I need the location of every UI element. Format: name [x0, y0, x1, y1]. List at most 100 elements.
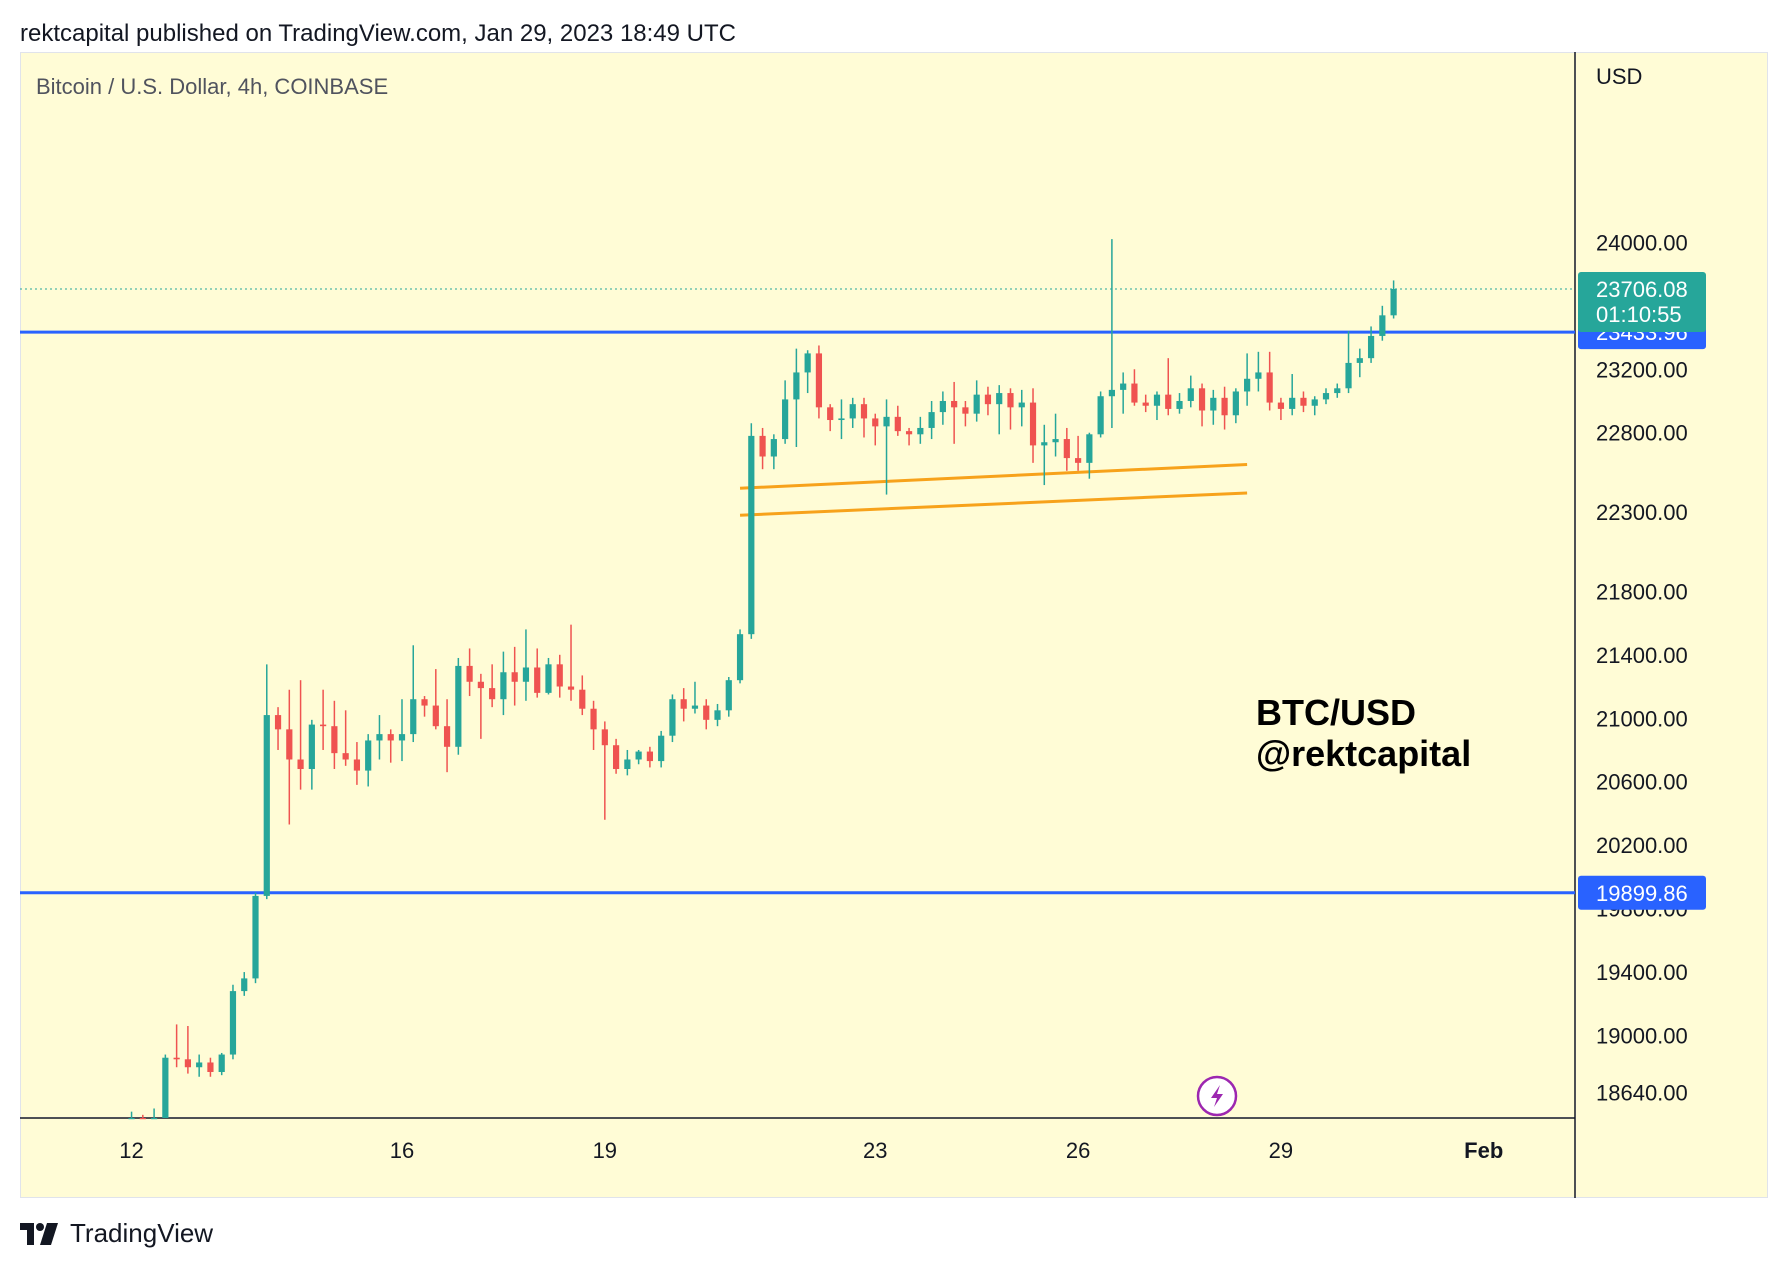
candle-body	[1311, 399, 1318, 406]
candle-body	[838, 418, 845, 421]
candle-body	[1142, 402, 1149, 406]
candle-body	[387, 734, 394, 741]
candle-body	[320, 724, 327, 727]
candle-body	[1131, 383, 1138, 403]
candle-body	[274, 715, 282, 730]
candles	[128, 239, 1397, 1120]
candle-body	[691, 705, 699, 709]
candle-body	[1086, 434, 1093, 463]
candle-body	[1356, 358, 1363, 363]
candle	[962, 400, 969, 427]
lightning-icon[interactable]	[1196, 1075, 1238, 1117]
x-tick-label: 29	[1269, 1138, 1293, 1163]
candle-body	[139, 1118, 146, 1120]
candle-body	[1018, 402, 1025, 408]
candle	[984, 386, 992, 416]
candle	[996, 385, 1003, 435]
candle-body	[770, 439, 777, 457]
candle	[872, 413, 879, 446]
candle	[331, 700, 338, 770]
candle	[466, 648, 473, 697]
footer-brand[interactable]: TradingView	[70, 1218, 214, 1248]
y-tick-label: 21000.00	[1596, 706, 1688, 731]
candle	[534, 648, 541, 698]
horizontal-levels	[20, 330, 1575, 895]
candle	[353, 742, 361, 785]
candle-body	[1187, 388, 1194, 401]
x-tick-label: 19	[593, 1138, 617, 1163]
candle	[601, 721, 608, 820]
candle	[725, 677, 732, 717]
candle-body	[1367, 335, 1375, 359]
y-tick-label: 19000.00	[1596, 1024, 1688, 1049]
candle	[500, 651, 507, 716]
level-price-tag: 19899.86	[1578, 875, 1706, 910]
candle-body	[241, 978, 248, 992]
candle-body	[365, 740, 372, 771]
candle-body	[951, 400, 958, 408]
candle-body	[150, 1118, 158, 1120]
candle	[894, 405, 901, 436]
candle	[286, 689, 293, 825]
candle	[827, 404, 834, 432]
candle-body	[1041, 442, 1048, 446]
candle-body	[1334, 388, 1341, 394]
candle	[1074, 435, 1082, 471]
candle-body	[905, 431, 913, 435]
candle	[308, 719, 315, 790]
candle-body	[996, 393, 1003, 405]
candle	[556, 654, 563, 698]
candle-body	[748, 435, 755, 635]
candle	[1187, 375, 1194, 408]
candle-body	[477, 681, 484, 689]
candle-body	[635, 751, 642, 760]
candle	[1097, 391, 1104, 438]
candle-body	[703, 705, 710, 720]
candle	[511, 646, 518, 706]
candle	[860, 397, 868, 438]
candle	[680, 688, 687, 722]
candle-body	[601, 729, 608, 746]
candle	[128, 1111, 135, 1120]
candle-body	[579, 689, 586, 709]
candle	[489, 664, 496, 708]
candle	[241, 972, 248, 996]
candle	[150, 1108, 158, 1120]
candle	[477, 673, 484, 739]
candle	[1266, 351, 1273, 411]
candle	[590, 700, 597, 750]
candle-body	[984, 394, 992, 405]
candle	[365, 734, 372, 787]
candle-body	[860, 404, 868, 419]
candlestick-chart[interactable]: 24000.00 22800.00 22300.00 21800.00 21400.00…	[20, 52, 1768, 1198]
candle-body	[1120, 383, 1127, 390]
y-tick-label: 21800.00	[1596, 579, 1688, 604]
candle-body	[410, 699, 417, 735]
candle	[612, 738, 620, 774]
candle	[1142, 394, 1149, 413]
candle	[1322, 388, 1330, 405]
candle	[973, 380, 980, 422]
candle-body	[162, 1057, 169, 1118]
candle-body	[1052, 439, 1059, 443]
candle-body	[229, 991, 237, 1055]
candle	[1277, 397, 1285, 421]
candle-body	[1153, 394, 1161, 406]
candle-body	[342, 753, 349, 760]
candle	[928, 400, 935, 440]
candle-body	[489, 688, 496, 700]
candle	[759, 427, 766, 470]
candle	[703, 699, 710, 730]
candle-body	[545, 664, 552, 693]
candle	[173, 1024, 180, 1068]
candle-body	[263, 715, 270, 896]
candle-body	[522, 667, 530, 682]
candle-body	[1379, 315, 1386, 336]
candle	[229, 984, 237, 1060]
candle-body	[624, 759, 631, 770]
candle-body	[782, 399, 789, 440]
candle-body	[1390, 288, 1397, 316]
candle-body	[297, 759, 304, 770]
tradingview-logo-icon[interactable]	[20, 1222, 62, 1245]
candle-body	[962, 407, 969, 414]
